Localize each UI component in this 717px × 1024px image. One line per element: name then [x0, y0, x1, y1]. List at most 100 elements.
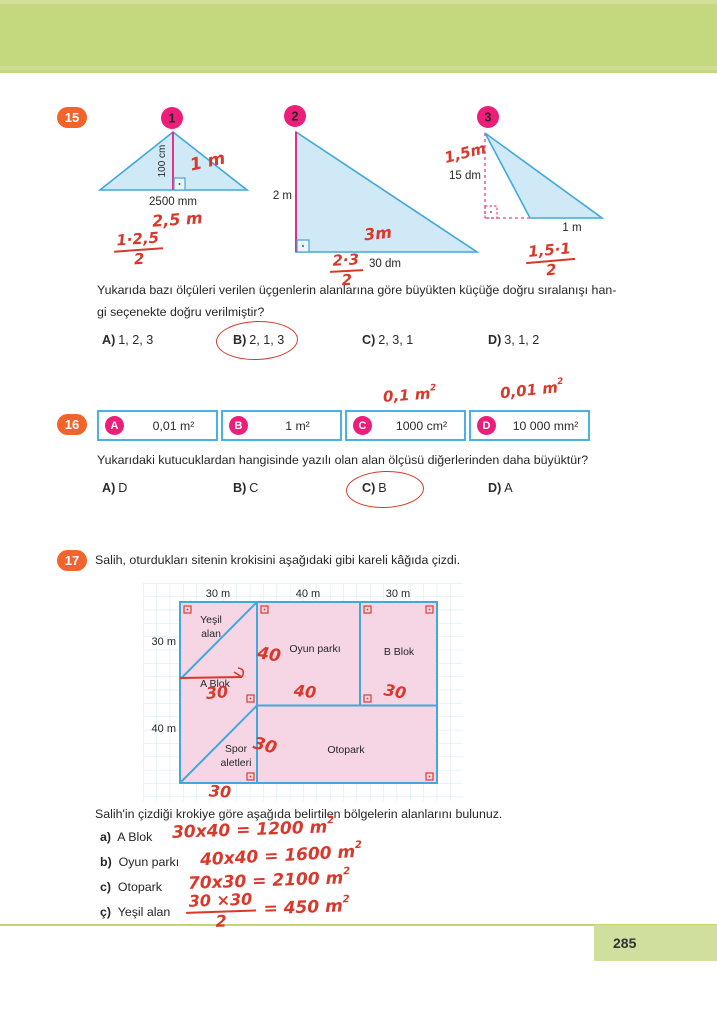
- item-letter: a): [100, 830, 112, 844]
- handwriting-value: 40x40 = 1600 m: [199, 842, 356, 871]
- box-value: 1000 cm²: [395, 418, 448, 433]
- label-yesil-alan-2: alan: [201, 628, 221, 640]
- triangle-2-base-label: 30 dm: [369, 258, 401, 270]
- question-16-badge: 16: [57, 414, 87, 435]
- item-letter: b): [100, 855, 112, 869]
- handwriting-value: 0,1 m: [382, 384, 432, 406]
- handwriting-value: = 450 m: [263, 896, 344, 920]
- q17-intro: Salih, oturdukları sitenin krokisini aşa…: [95, 553, 461, 567]
- option-text: D: [118, 481, 128, 495]
- handwriting-t2-base: 3m: [363, 222, 393, 245]
- handwriting-q16-c: 0,1 m2: [382, 383, 437, 406]
- q17-prompt: Salih'in çizdiği krokiye göre aşağıda be…: [95, 807, 503, 821]
- option-text: B: [378, 481, 387, 495]
- q16-box-a: A 0,01 m²: [97, 410, 218, 441]
- fraction-numerator: 1·2,5: [112, 229, 163, 253]
- item-letter: c): [100, 880, 112, 894]
- fraction-numerator: 30 ×30: [185, 890, 256, 914]
- triangle-2-height-label: 2 m: [273, 190, 292, 202]
- dim-top-30m-right: 30 m: [386, 588, 410, 600]
- q16-option-c: C) B: [362, 481, 387, 495]
- figure-3-number-circle: [477, 106, 499, 128]
- q15-option-a: A) 1, 2, 3: [102, 333, 153, 347]
- q16-box-c: C 1000 cm²: [345, 410, 466, 441]
- q17-item-c: c) Otopark: [100, 879, 162, 897]
- item-label: Otopark: [117, 880, 162, 894]
- handwriting-sup: 2: [342, 866, 351, 878]
- site-outline: [179, 601, 438, 784]
- handwriting-sup: 2: [429, 383, 437, 394]
- q17-item-cc: ç) Yeşil alan: [100, 904, 170, 922]
- box-value: 10 000 mm²: [512, 418, 579, 433]
- triangle-3-base-label: 1 m: [562, 222, 581, 234]
- q16-box-d: D 10 000 mm²: [469, 410, 590, 441]
- option-text: 2, 1, 3: [249, 333, 285, 347]
- label-oyun-parki: Oyun parkı: [289, 643, 340, 655]
- box-letter-circle: D: [477, 416, 496, 435]
- label-otopark: Otopark: [327, 744, 365, 756]
- handwriting-a-blok-30: 30: [205, 682, 229, 703]
- option-letter: C): [362, 333, 376, 347]
- header-band: [0, 0, 717, 73]
- handwriting-t1-fraction: 1·2,5 2: [112, 229, 164, 268]
- handwriting-t1-base: 2,5 m: [151, 208, 204, 231]
- q16-box-b: B 1 m²: [221, 410, 342, 441]
- answer-circle-q15: [215, 319, 299, 362]
- option-text: 2, 3, 1: [378, 333, 414, 347]
- right-angle-dots: [186, 608, 431, 778]
- q15-option-c: C) 2, 3, 1: [362, 333, 413, 347]
- handwriting-sup: 2: [354, 840, 363, 852]
- question-17-badge: 17: [57, 550, 87, 571]
- fraction-numerator: 2·3: [329, 250, 363, 273]
- item-label: Oyun parkı: [118, 855, 180, 869]
- option-text: 1, 2, 3: [118, 333, 154, 347]
- label-a-blok: A Blok: [200, 678, 231, 690]
- dim-top-40m: 40 m: [296, 588, 320, 600]
- triangle-2-figure: 2 2 m 30 dm: [273, 105, 480, 270]
- triangle-3-right-angle-mark: [484, 205, 498, 219]
- handwriting-t3-fraction: 1,5·1 2: [524, 239, 577, 280]
- triangle-3-shape: [484, 132, 605, 219]
- header-band-highlight: [0, 0, 717, 4]
- triangle-3-figure: 3 15 dm 1 m: [449, 106, 605, 234]
- box-value: 0,01 m²: [152, 418, 195, 433]
- fraction-denominator: 2: [341, 270, 353, 289]
- label-b-blok: B Blok: [384, 646, 415, 658]
- answer-circle-q16: [345, 469, 425, 510]
- handwriting-divider-line: [179, 676, 243, 679]
- q17-item-b: b) Oyun parkı: [100, 854, 179, 872]
- q15-question-line2: gi seçenekte doğru verilmiştir?: [97, 305, 265, 319]
- handwriting-answer-b: 40x40 = 1600 m2: [199, 840, 363, 871]
- option-letter: D): [488, 333, 502, 347]
- handwriting-sup: 2: [556, 376, 564, 388]
- option-letter: C): [362, 481, 376, 495]
- right-angle-dot: [490, 211, 492, 213]
- handwriting-t2-fraction: 2·3 2: [329, 250, 363, 289]
- handwriting-fraction: 30 ×30 2: [185, 890, 256, 931]
- item-label: A Blok: [117, 830, 153, 844]
- handwriting-equals: = 450 m2: [263, 895, 350, 920]
- box-value: 1 m²: [285, 418, 310, 433]
- option-letter: A): [102, 333, 116, 347]
- dim-left-30m: 30 m: [152, 636, 176, 648]
- figure-2-number: 2: [292, 110, 299, 124]
- box-letter-circle: B: [229, 416, 248, 435]
- option-letter: D): [488, 481, 502, 495]
- handwriting-oyun-40: 40: [255, 643, 282, 666]
- box-letter-circle: C: [353, 416, 372, 435]
- triangle-3-height-label: 15 dm: [449, 170, 481, 182]
- figure-2-number-circle: [284, 105, 306, 127]
- option-text: C: [249, 481, 259, 495]
- triangle-1-base-label: 2500 mm: [149, 196, 197, 208]
- fraction-denominator: 2: [545, 260, 558, 279]
- handwriting-sup: 2: [326, 815, 335, 827]
- fraction-denominator: 2: [133, 249, 145, 268]
- item-label: Yeşil alan: [117, 905, 171, 919]
- label-spor-2: aletleri: [221, 757, 252, 769]
- triangle-1-height-label: 100 cm: [157, 145, 168, 178]
- triangle-1-figure: 1 100 cm 2500 mm: [97, 107, 250, 208]
- q15-option-d: D) 3, 1, 2: [488, 333, 539, 347]
- option-letter: B): [233, 481, 247, 495]
- right-angle-marks: [183, 605, 434, 781]
